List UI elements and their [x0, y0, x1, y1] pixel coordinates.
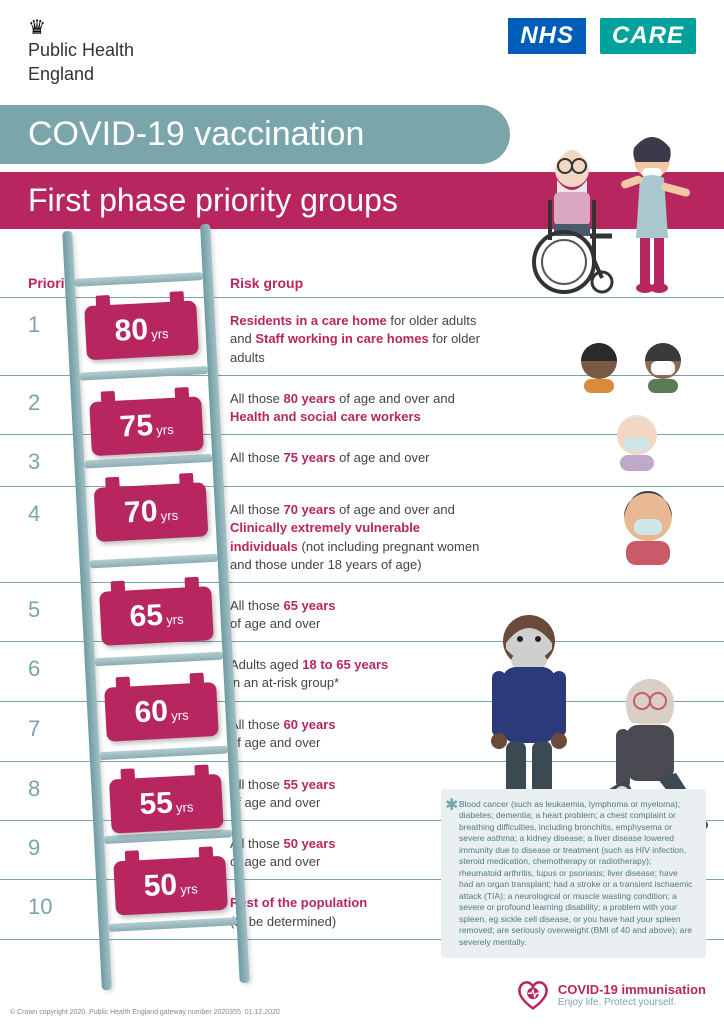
phe-line2: England [28, 64, 134, 86]
priority-number: 6 [0, 650, 80, 682]
immunisation-tagline: Enjoy life. Protect yourself. [558, 997, 706, 1008]
face-icon [574, 339, 624, 395]
face-mask-icon [612, 487, 684, 567]
nhs-logo: NHS [508, 18, 586, 54]
page: ♛ Public Health England NHS CARE COVID-1… [0, 0, 724, 1024]
copyright: © Crown copyright 2020. Public Health En… [10, 1009, 280, 1016]
immunisation-title: COVID-19 immunisation [558, 982, 706, 997]
priority-number: 5 [0, 591, 80, 623]
footnote-text: Blood cancer (such as leukaemia, lymphom… [459, 799, 692, 947]
phe-line1: Public Health [28, 40, 134, 62]
col-risk-header: Risk group [80, 275, 724, 291]
care-logo: CARE [600, 18, 696, 54]
table-row: 5All those 65 yearsof age and over [0, 582, 724, 641]
priority-number: 4 [0, 495, 80, 527]
footnote-box: ✱ Blood cancer (such as leukaemia, lymph… [441, 789, 706, 958]
risk-description: Residents in a care home for older adult… [80, 306, 724, 367]
col-priority-header: Priority [0, 275, 80, 291]
priority-number: 10 [0, 888, 80, 920]
crown-icon: ♛ [28, 18, 134, 38]
priority-number: 7 [0, 710, 80, 742]
heart-icon [516, 980, 550, 1010]
title-band: COVID-19 vaccination [0, 105, 510, 164]
header: ♛ Public Health England NHS CARE [0, 0, 724, 97]
asterisk-icon: ✱ [445, 795, 458, 817]
face-mask-icon [608, 411, 666, 473]
priority-number: 9 [0, 829, 80, 861]
right-logos: NHS CARE [508, 18, 696, 85]
priority-number: 8 [0, 770, 80, 802]
face-mask-icon [638, 339, 688, 395]
phe-logo: ♛ Public Health England [28, 18, 134, 85]
immunisation-badge: COVID-19 immunisation Enjoy life. Protec… [516, 980, 706, 1010]
priority-number: 1 [0, 306, 80, 338]
priority-number: 3 [0, 443, 80, 475]
risk-description: All those 65 yearsof age and over [80, 591, 724, 633]
immunisation-text: COVID-19 immunisation Enjoy life. Protec… [558, 982, 706, 1008]
table-header: Priority Risk group [0, 269, 724, 297]
priority-number: 2 [0, 384, 80, 416]
